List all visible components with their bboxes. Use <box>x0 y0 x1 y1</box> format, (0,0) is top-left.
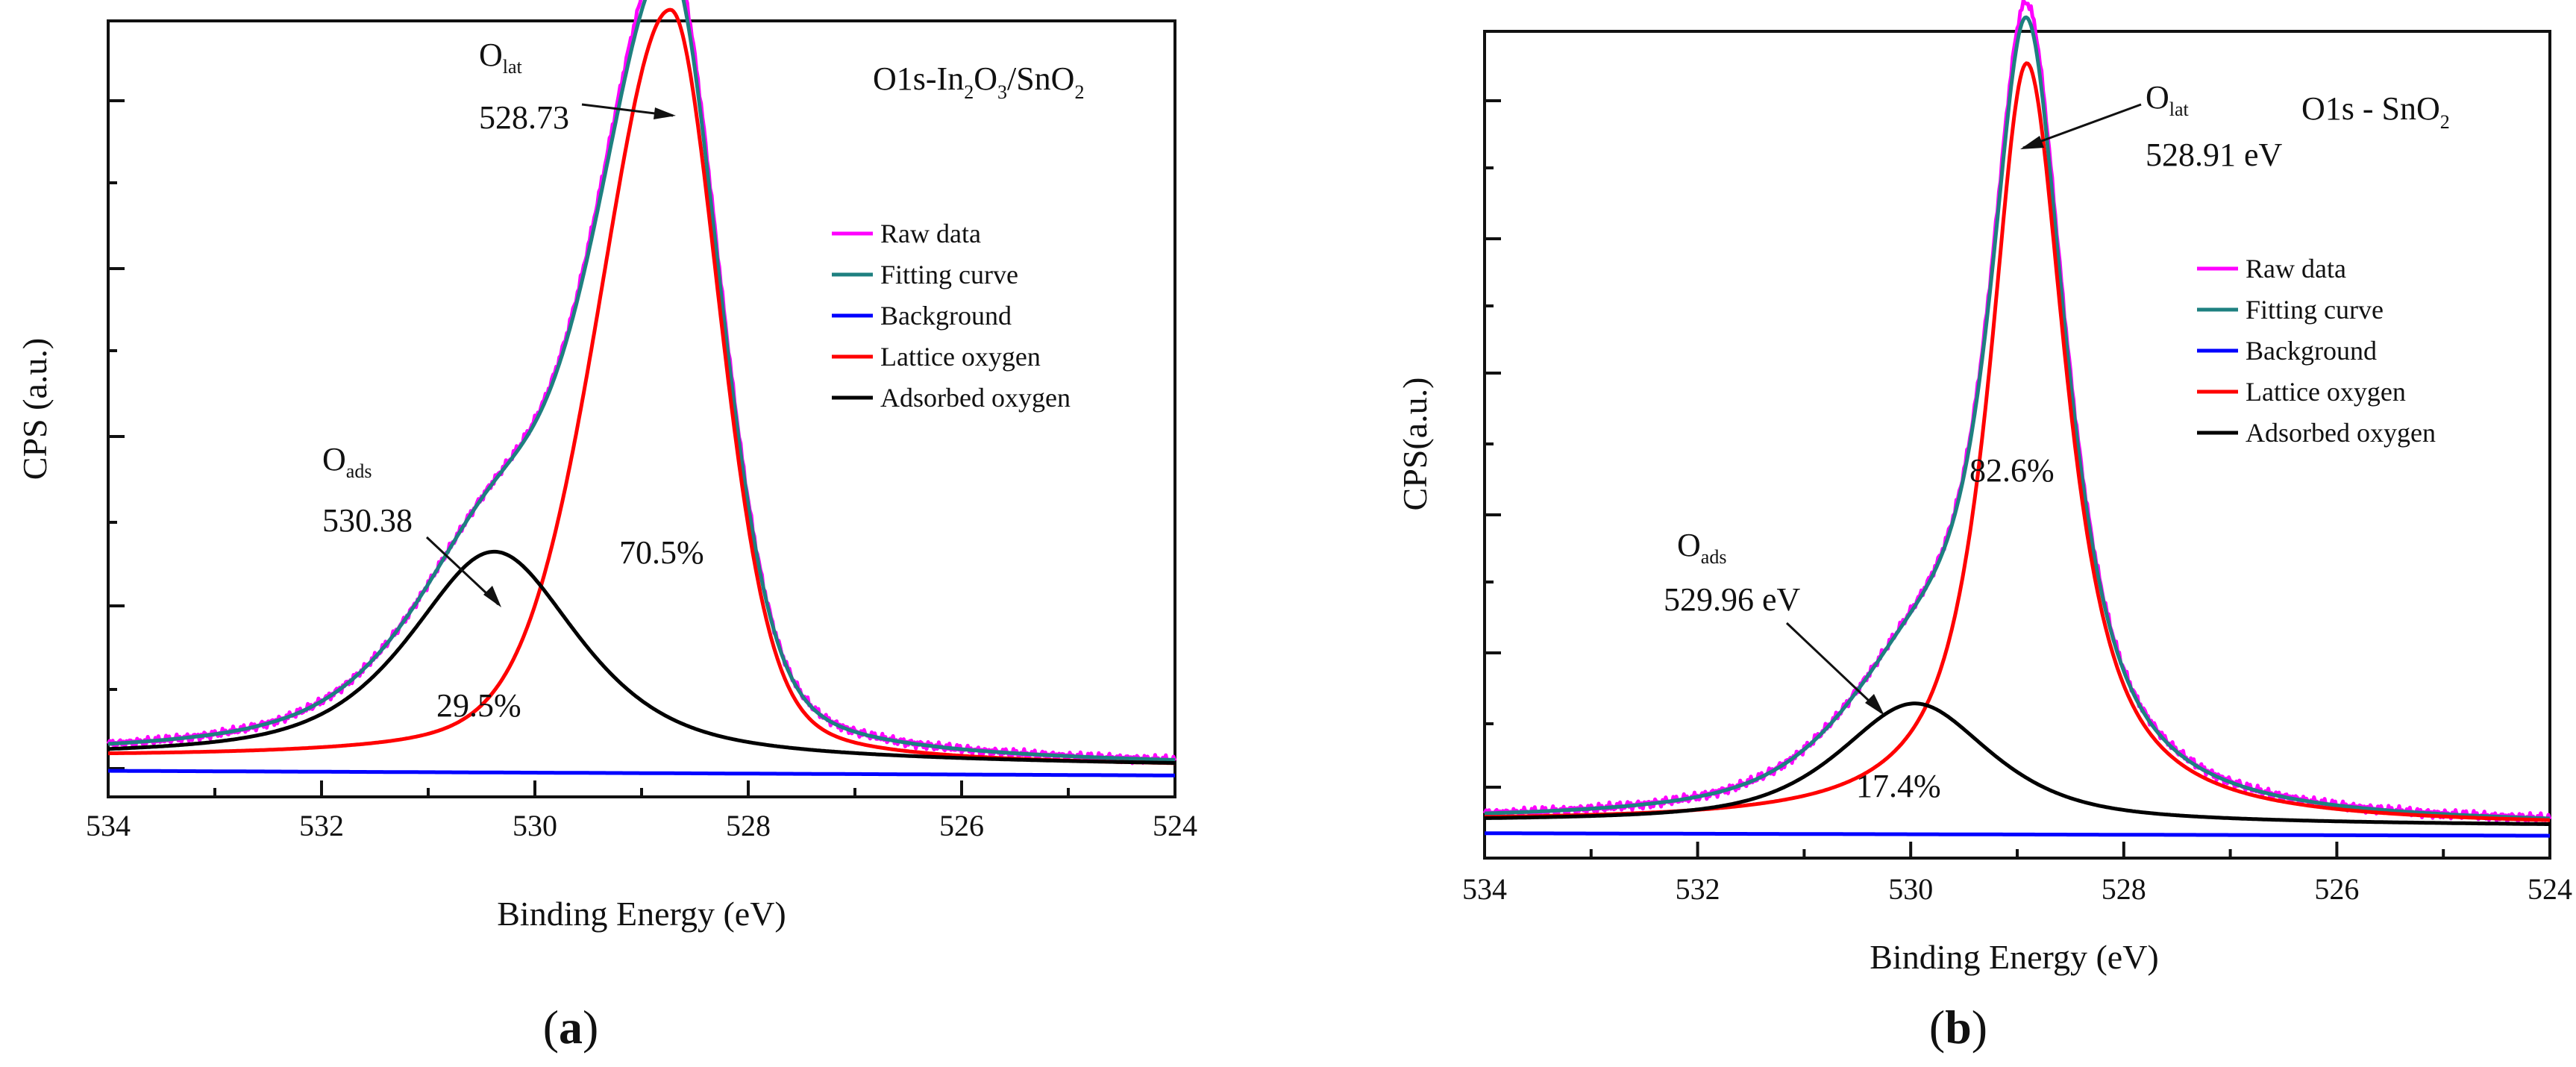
x-ticks-b: 534 532 530 528 526 524 <box>1462 99 2572 906</box>
x-tick-label: 528 <box>2102 872 2146 906</box>
x-axis-label-a: Binding Energy (eV) <box>497 895 786 933</box>
lattice-peak-arrow-b <box>2022 103 2142 149</box>
x-tick-label: 530 <box>1888 872 1933 906</box>
legend-label: Fitting curve <box>880 260 1018 290</box>
x-ticks-a: 534 532 530 528 526 524 <box>86 99 1197 842</box>
legend-label: Background <box>2246 336 2377 366</box>
series-line-fit <box>107 0 1176 762</box>
x-axis-label-b: Binding Energy (eV) <box>1870 938 2159 976</box>
legend-label: Raw data <box>880 219 981 248</box>
x-tick-label: 526 <box>2314 872 2359 906</box>
adsorbed-peak-label-a: Oads <box>322 441 372 482</box>
lattice-peak-label-a: Olat <box>479 37 523 78</box>
adsorbed-peak-arrow-b <box>1785 622 1883 714</box>
lattice-peak-value-b: 528.91 eV <box>2146 137 2283 173</box>
series-line-bg <box>1484 831 2551 838</box>
series-line-fit <box>1484 15 2551 821</box>
x-tick-label: 526 <box>939 809 984 842</box>
curves-b <box>1482 0 2552 838</box>
legend-label: Adsorbed oxygen <box>880 383 1071 413</box>
y-axis-label-a: CPS (a.u.) <box>16 338 54 480</box>
y-axis-label-b: CPS(a.u.) <box>1396 378 1434 511</box>
lattice-percent-b: 82.6% <box>1969 452 2055 489</box>
legend-label: Lattice oxygen <box>2246 377 2406 407</box>
adsorbed-percent-b: 17.4% <box>1856 768 1941 804</box>
legend-label: Background <box>880 301 1012 331</box>
legend-label: Adsorbed oxygen <box>2246 418 2436 448</box>
series-line-ads <box>1484 701 2551 826</box>
legend-label: Raw data <box>2246 254 2346 284</box>
legend-label: Lattice oxygen <box>880 342 1041 372</box>
panel-label-b: (b) <box>1929 1001 1987 1054</box>
adsorbed-peak-value-b: 529.96 eV <box>1664 581 1801 618</box>
lattice-peak-value-a: 528.73 <box>479 99 569 136</box>
lattice-peak-arrowhead-a <box>654 107 676 119</box>
series-line-bg <box>107 769 1176 777</box>
panel-label-a: (a) <box>543 1001 599 1054</box>
x-tick-label: 534 <box>1462 872 1507 906</box>
chart-panel-b: 534 532 530 528 526 524 Binding Energy (eV) C… <box>1396 0 2572 1054</box>
chart-title-a: O1s-In2O3/SnO2 <box>873 60 1084 103</box>
chart-title-b: O1s - SnO2 <box>2301 90 2450 133</box>
lattice-peak-label-b: Olat <box>2146 79 2190 120</box>
x-tick-label: 524 <box>2528 872 2572 906</box>
adsorbed-peak-value-a: 530.38 <box>322 502 413 539</box>
x-tick-label: 530 <box>513 809 557 842</box>
legend-a: Raw data Fitting curve Background Lattice o… <box>832 219 1071 413</box>
adsorbed-peak-arrowhead-b <box>1865 694 1884 716</box>
x-tick-label: 528 <box>726 809 771 842</box>
legend-b: Raw data Fitting curve Background Lattice o… <box>2197 254 2436 448</box>
series-line-raw <box>106 0 1177 766</box>
curves-a <box>106 0 1177 777</box>
x-tick-label: 534 <box>86 809 131 842</box>
lattice-peak-arrowhead-b <box>2020 136 2044 149</box>
chart-panel-a: 534 532 530 528 526 524 Binding Energy (eV) C… <box>16 0 1197 1054</box>
adsorbed-peak-arrowhead-a <box>483 586 501 607</box>
x-tick-label: 524 <box>1153 809 1197 842</box>
adsorbed-percent-a: 29.5% <box>436 687 521 724</box>
lattice-percent-a: 70.5% <box>619 534 704 571</box>
legend-label: Fitting curve <box>2246 295 2384 325</box>
x-tick-label: 532 <box>1676 872 1720 906</box>
series-line-ads <box>107 549 1176 765</box>
adsorbed-peak-label-b: Oads <box>1677 527 1726 568</box>
x-tick-label: 532 <box>299 809 344 842</box>
